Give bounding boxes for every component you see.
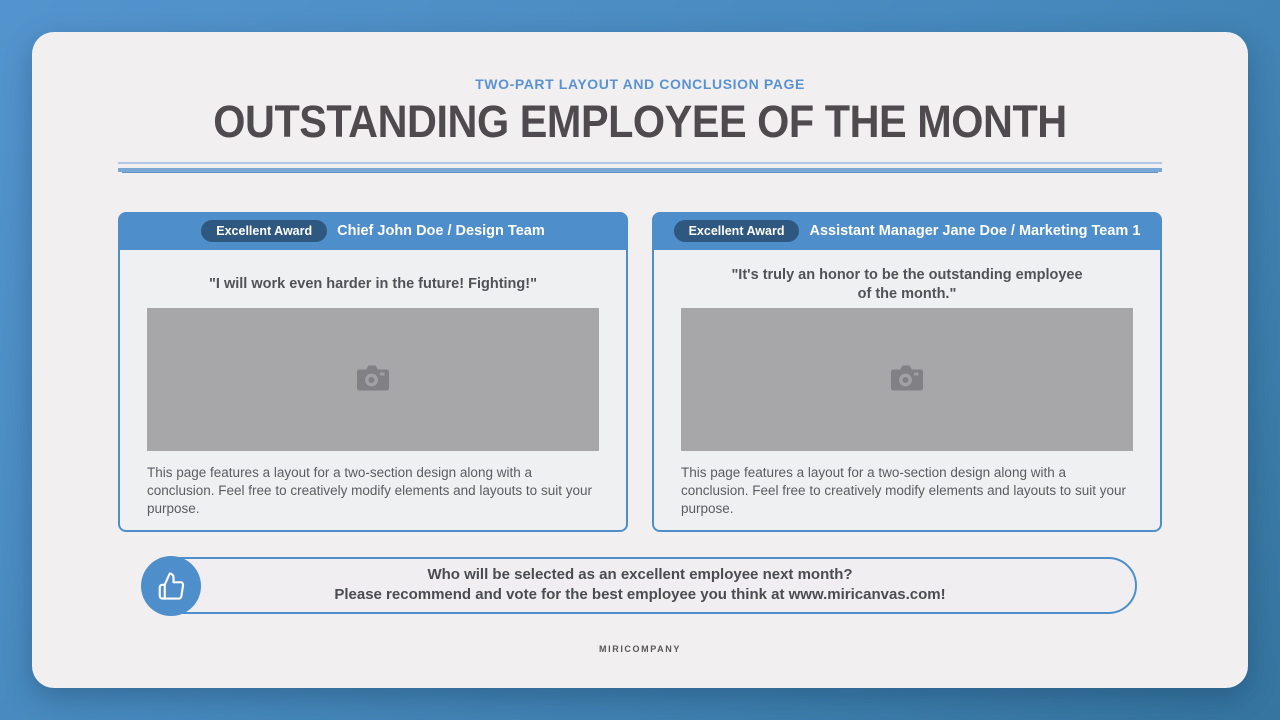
award-panels: Excellent Award Chief John Doe / Design … <box>118 211 1162 532</box>
panel-description: This page features a layout for a two-se… <box>681 464 1126 516</box>
banner-line-1: Who will be selected as an excellent emp… <box>427 566 853 583</box>
panel-description: This page features a layout for a two-se… <box>147 464 592 516</box>
panel-body-right: "It's truly an honor to be the outstandi… <box>652 249 1162 532</box>
award-badge: Excellent Award <box>673 219 800 242</box>
page-title: OUTSTANDING EMPLOYEE OF THE MONTH <box>213 96 1067 147</box>
employee-name: Assistant Manager Jane Doe / Marketing T… <box>809 222 1141 239</box>
panel-body-left: "I will work even harder in the future! … <box>118 249 628 532</box>
award-badge: Excellent Award <box>201 219 328 242</box>
image-placeholder <box>147 307 599 451</box>
conclusion-banner: Who will be selected as an excellent emp… <box>141 555 1137 616</box>
award-panel-right: Excellent Award Assistant Manager Jane D… <box>652 211 1162 532</box>
page-subtitle: TWO-PART LAYOUT AND CONCLUSION PAGE <box>475 76 805 92</box>
employee-quote: "It's truly an honor to be the outstandi… <box>731 266 1083 302</box>
award-panel-left: Excellent Award Chief John Doe / Design … <box>118 211 628 532</box>
panel-header-right: Excellent Award Assistant Manager Jane D… <box>652 211 1162 250</box>
company-footer: MIRICOMPANY <box>599 643 681 654</box>
camera-icon <box>889 362 925 397</box>
banner-line-2: Please recommend and vote for the best e… <box>334 586 946 604</box>
hero-section: TWO-PART LAYOUT AND CONCLUSION PAGE OUTS… <box>118 76 1162 172</box>
slide-card: TWO-PART LAYOUT AND CONCLUSION PAGE OUTS… <box>32 32 1248 688</box>
thumbs-up-icon <box>141 555 201 616</box>
title-divider <box>118 161 1162 172</box>
employee-quote: "I will work even harder in the future! … <box>209 276 537 293</box>
camera-icon <box>355 362 391 397</box>
panel-header-left: Excellent Award Chief John Doe / Design … <box>118 211 628 250</box>
employee-name: Chief John Doe / Design Team <box>337 222 545 239</box>
image-placeholder <box>681 307 1133 451</box>
